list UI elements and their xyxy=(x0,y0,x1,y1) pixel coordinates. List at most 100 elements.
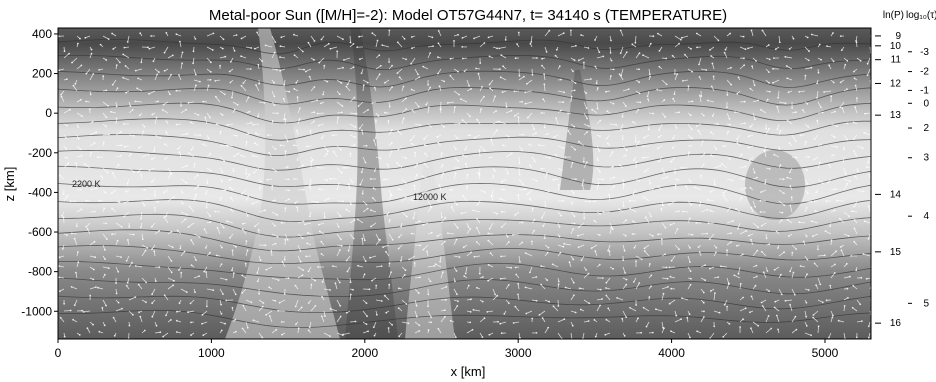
velocity-arrow-head xyxy=(170,260,173,262)
velocity-arrow-head xyxy=(499,76,502,79)
velocity-arrow xyxy=(63,53,70,59)
velocity-arrow xyxy=(447,232,455,235)
velocity-arrow xyxy=(687,123,693,130)
velocity-arrow xyxy=(271,211,278,216)
velocity-arrow-head xyxy=(728,118,731,120)
velocity-arrow-head xyxy=(680,167,683,169)
velocity-arrow xyxy=(738,266,741,274)
velocity-arrow-head xyxy=(111,32,113,35)
velocity-arrow xyxy=(271,90,275,97)
velocity-arrow-head xyxy=(180,104,182,107)
velocity-arrow-head xyxy=(728,207,731,209)
velocity-arrow-head xyxy=(728,323,731,325)
velocity-arrow-head xyxy=(789,270,791,273)
velocity-arrow xyxy=(541,211,546,219)
velocity-arrow-head xyxy=(105,89,108,92)
velocity-arrow-head xyxy=(411,47,413,50)
velocity-arrow xyxy=(583,78,591,81)
velocity-arrow-head xyxy=(638,282,641,284)
velocity-arrow xyxy=(830,123,838,127)
velocity-arrow xyxy=(219,56,226,59)
velocity-arrow-head xyxy=(533,218,536,221)
velocity-arrow-head xyxy=(853,227,856,230)
y-tick-label: 400 xyxy=(32,27,52,41)
velocity-arrow xyxy=(622,51,628,59)
y-axis-label: z [km] xyxy=(2,167,17,202)
velocity-arrow-head xyxy=(179,247,182,250)
velocity-arrow-head xyxy=(642,196,645,198)
velocity-arrow-head xyxy=(525,312,528,315)
velocity-arrow xyxy=(63,195,68,202)
velocity-arrow-head xyxy=(644,216,647,219)
velocity-arrow-head xyxy=(417,105,420,108)
velocity-arrow-head xyxy=(496,294,499,297)
velocity-arrow-head xyxy=(563,91,566,94)
velocity-arrow-head xyxy=(463,275,466,277)
velocity-arrow-head xyxy=(340,111,343,114)
velocity-arrow-head xyxy=(250,47,253,49)
velocity-arrow xyxy=(578,222,585,228)
velocity-arrow xyxy=(527,189,533,195)
velocity-arrow xyxy=(189,206,195,213)
velocity-arrow-head xyxy=(867,336,870,339)
velocity-arrow-head xyxy=(873,243,875,245)
velocity-arrow-head xyxy=(275,328,278,331)
velocity-arrow-head xyxy=(276,112,279,115)
velocity-arrow-head xyxy=(317,166,319,169)
velocity-arrow-head xyxy=(345,259,348,262)
velocity-arrow-head xyxy=(261,336,264,339)
velocity-arrow-head xyxy=(436,136,438,138)
velocity-arrow-head xyxy=(115,64,118,66)
velocity-arrow xyxy=(255,84,260,92)
velocity-arrow xyxy=(518,76,525,81)
velocity-arrow xyxy=(162,109,169,114)
velocity-arrow xyxy=(466,329,473,334)
velocity-arrow xyxy=(739,64,745,70)
velocity-arrow-head xyxy=(241,292,244,294)
velocity-arrow-head xyxy=(405,303,408,305)
velocity-arrow-head xyxy=(231,306,234,309)
velocity-arrow-head xyxy=(316,201,319,204)
velocity-arrow-head xyxy=(271,185,274,187)
velocity-arrow-head xyxy=(510,109,513,112)
velocity-arrow xyxy=(817,277,821,285)
velocity-arrow-head xyxy=(499,322,502,325)
velocity-arrow-head xyxy=(258,82,261,85)
velocity-arrow-head xyxy=(601,298,603,300)
velocity-arrow-head xyxy=(861,147,864,150)
isotherm-contour xyxy=(58,213,871,238)
velocity-arrow-head xyxy=(726,106,728,109)
velocity-arrow-head xyxy=(691,100,694,103)
velocity-arrow xyxy=(373,321,377,328)
velocity-arrow-head xyxy=(115,282,117,284)
velocity-arrow xyxy=(297,221,304,224)
velocity-arrow-head xyxy=(175,33,178,36)
velocity-arrow-head xyxy=(658,65,661,68)
velocity-arrow-head xyxy=(429,86,432,89)
velocity-arrow-head xyxy=(77,137,80,140)
velocity-arrow-head xyxy=(669,275,672,278)
velocity-arrow-head xyxy=(60,95,63,98)
velocity-arrow-head xyxy=(220,263,223,265)
velocity-arrow xyxy=(423,244,429,250)
velocity-arrow xyxy=(193,275,200,279)
velocity-arrow-head xyxy=(221,114,224,116)
velocity-arrow-head xyxy=(195,84,197,87)
velocity-arrow-head xyxy=(535,276,538,278)
velocity-arrow-head xyxy=(184,218,187,221)
velocity-arrow-head xyxy=(853,240,856,243)
velocity-arrow xyxy=(271,233,278,238)
velocity-arrow xyxy=(473,210,481,213)
velocity-arrow-head xyxy=(689,283,692,286)
velocity-arrow-head xyxy=(201,313,204,316)
velocity-arrow-head xyxy=(85,225,88,228)
velocity-arrow-head xyxy=(552,305,555,308)
velocity-arrow xyxy=(435,263,442,268)
velocity-arrow-head xyxy=(806,36,809,39)
velocity-arrow-head xyxy=(820,106,822,109)
velocity-arrow-head xyxy=(681,297,683,299)
velocity-arrow-head xyxy=(631,43,634,46)
velocity-arrow-head xyxy=(209,152,212,155)
velocity-arrow-head xyxy=(78,334,81,336)
velocity-arrow-head xyxy=(599,119,602,122)
